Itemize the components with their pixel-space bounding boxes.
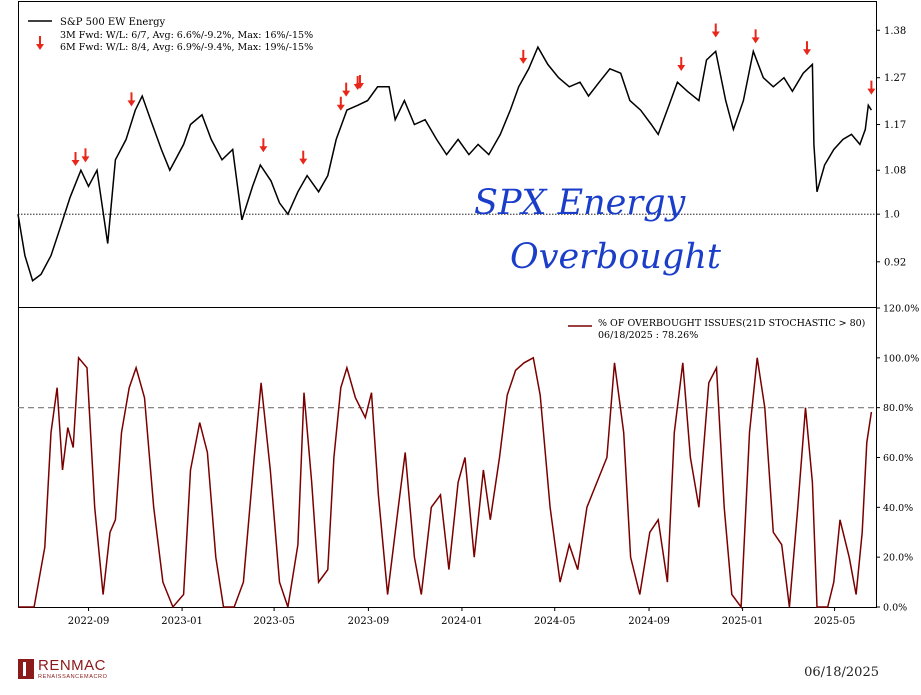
arrow-legend-icon xyxy=(36,36,44,50)
price-y-tick-label: 1.17 xyxy=(884,120,906,131)
chart-figure: 0.92 1.0 1.08 1.17 1.27 1.38 S&P 500 EW Energ… xyxy=(17,1,919,627)
overbought-arrow xyxy=(355,74,364,89)
overbought-arrow xyxy=(677,56,686,71)
x-tick-label: 2024-09 xyxy=(628,616,670,627)
oscillator-y-axis: 0.0% 20.0% 40.0% 60.0% 80.0% 100.0% 120.0% xyxy=(876,304,919,614)
overbought-arrow xyxy=(299,150,308,165)
oscillator-y-tick-label: 40.0% xyxy=(883,503,913,514)
price-legend-label: S&P 500 EW Energy xyxy=(60,17,166,28)
overbought-arrow xyxy=(711,23,720,38)
price-series-line xyxy=(17,45,873,282)
overbought-arrow xyxy=(127,92,136,107)
price-y-tick-label: 1.08 xyxy=(884,166,906,177)
oscillator-legend: % OF OVERBOUGHT ISSUES(21D STOCHASTIC > … xyxy=(568,318,865,341)
oscillator-panel: 0.0% 20.0% 40.0% 60.0% 80.0% 100.0% 120.0% 202… xyxy=(18,304,919,627)
overbought-arrow xyxy=(342,82,351,97)
x-tick-label: 2022-09 xyxy=(68,616,110,627)
x-tick-label: 2023-09 xyxy=(348,616,390,627)
x-tick-label: 2025-01 xyxy=(722,616,764,627)
overbought-arrow xyxy=(336,96,345,111)
arrow-legend-line-1: 3M Fwd: W/L: 6/7, Avg: 6.6%/-9.2%, Max: … xyxy=(60,30,313,41)
oscillator-y-tick-label: 0.0% xyxy=(883,603,907,614)
brand-subtitle: RENAISSANCEMACRO xyxy=(38,674,108,680)
x-tick-label: 2024-05 xyxy=(534,616,576,627)
price-y-tick-label: 1.27 xyxy=(884,73,906,84)
price-y-tick-label: 1.0 xyxy=(884,210,900,221)
annotation-line-1: SPX Energy xyxy=(474,183,687,223)
x-tick-label: 2023-05 xyxy=(253,616,295,627)
brand-name: RENMAC xyxy=(38,657,107,674)
oscillator-y-tick-label: 60.0% xyxy=(883,453,913,464)
overbought-arrow xyxy=(71,151,80,166)
annotation-line-2: Overbought xyxy=(510,237,722,277)
arrow-legend-line-2: 6M Fwd: W/L: 8/4, Avg: 6.9%/-9.4%, Max: … xyxy=(60,42,313,53)
overbought-arrow xyxy=(81,148,90,163)
overbought-arrow xyxy=(259,138,268,153)
overbought-arrow xyxy=(867,80,876,95)
renmac-logo-icon xyxy=(18,659,34,680)
x-axis: 2022-09 2023-01 2023-05 2023-09 2024-01 2024-… xyxy=(68,607,856,627)
oscillator-y-tick-label: 20.0% xyxy=(883,553,913,564)
oscillator-y-tick-label: 120.0% xyxy=(883,304,919,315)
overbought-arrow xyxy=(751,29,760,44)
overbought-arrows xyxy=(71,23,876,166)
x-tick-label: 2025-05 xyxy=(814,616,856,627)
price-y-axis: 0.92 1.0 1.08 1.17 1.27 1.38 xyxy=(876,26,906,268)
price-legend: S&P 500 EW Energy 3M Fwd: W/L: 6/7, Avg:… xyxy=(28,17,313,53)
oscillator-latest-value: 06/18/2025 : 78.26% xyxy=(598,330,698,341)
x-tick-label: 2023-01 xyxy=(161,616,203,627)
footer-date: 06/18/2025 xyxy=(804,665,879,680)
price-y-tick-label: 0.92 xyxy=(884,257,906,268)
overbought-arrow xyxy=(802,41,811,56)
oscillator-y-tick-label: 80.0% xyxy=(883,403,913,414)
price-y-tick-label: 1.38 xyxy=(884,26,906,37)
overbought-arrow xyxy=(519,49,528,64)
oscillator-y-tick-label: 100.0% xyxy=(883,353,919,364)
oscillator-series-line xyxy=(18,355,873,610)
renmac-logo: RENMAC RENAISSANCEMACRO xyxy=(18,658,108,681)
price-panel: 0.92 1.0 1.08 1.17 1.27 1.38 S&P 500 EW Energ… xyxy=(17,1,906,308)
handwritten-annotation: SPX Energy Overbought xyxy=(474,183,722,277)
oscillator-legend-label: % OF OVERBOUGHT ISSUES(21D STOCHASTIC > … xyxy=(598,318,865,329)
x-tick-label: 2024-01 xyxy=(441,616,483,627)
